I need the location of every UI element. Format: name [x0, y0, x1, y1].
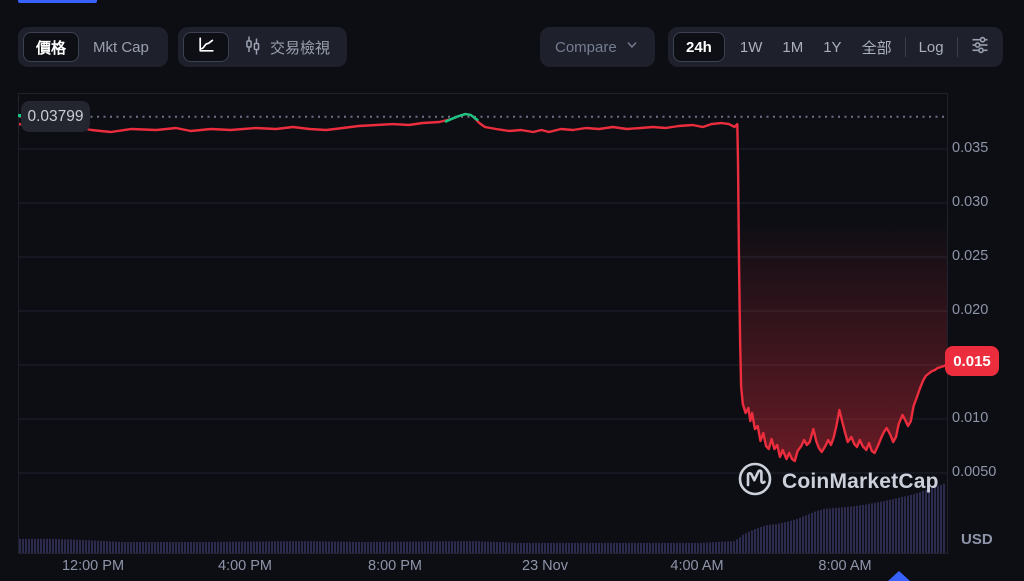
range-1m-button[interactable]: 1M	[772, 32, 813, 62]
volume-bars	[19, 483, 945, 553]
chart-type-toggle: 交易檢視	[178, 27, 348, 67]
open-price-label: 0.03799	[21, 101, 90, 132]
mktcap-toggle-label: Mkt Cap	[93, 38, 149, 56]
y-axis-label: 0.010	[952, 410, 989, 426]
toolbar-divider	[904, 37, 906, 57]
chevron-down-icon	[624, 37, 640, 57]
log-scale-label: Log	[918, 38, 944, 56]
coinmarketcap-watermark: CoinMarketCap	[737, 461, 939, 502]
x-axis-label: 8:00 AM	[818, 558, 872, 574]
x-axis-label: 4:00 AM	[670, 558, 724, 574]
log-scale-button[interactable]: Log	[909, 32, 954, 62]
line-chart-button[interactable]	[183, 32, 229, 62]
time-range-group: 24h 1W 1M 1Y 全部 Log	[668, 27, 1003, 67]
compare-button[interactable]: Compare	[540, 27, 655, 67]
compare-label: Compare	[555, 38, 617, 56]
toolbar-divider	[956, 37, 958, 57]
range-1w-button[interactable]: 1W	[730, 32, 773, 62]
y-axis-label: 0.0050	[952, 464, 997, 480]
candlestick-icon	[243, 35, 262, 60]
open-price-tick	[18, 114, 22, 117]
trading-view-label: 交易檢視	[270, 39, 331, 57]
range-1y-label: 1Y	[823, 38, 842, 56]
x-axis-label: 4:00 PM	[218, 558, 272, 574]
price-mktcap-toggle: 價格 Mkt Cap	[18, 27, 168, 67]
y-axis-label: 0.025	[952, 248, 989, 264]
range-1y-button[interactable]: 1Y	[813, 32, 851, 62]
range-1w-label: 1W	[739, 38, 763, 56]
loss-glow-fill	[737, 124, 947, 461]
y-axis-label: 0.030	[952, 194, 989, 210]
x-axis-label: 12:00 PM	[61, 558, 125, 574]
chart-settings-button[interactable]	[961, 32, 998, 62]
range-24h-label: 24h	[686, 38, 712, 56]
coinmarketcap-logo-icon	[737, 461, 773, 502]
last-price-badge: 0.015	[945, 346, 999, 376]
x-axis-label: 23 Nov	[522, 558, 568, 574]
line-chart-icon	[196, 35, 216, 59]
price-toggle-button[interactable]: 價格	[23, 32, 80, 62]
coinmarketcap-wordmark: CoinMarketCap	[782, 469, 939, 493]
range-1m-label: 1M	[782, 38, 804, 56]
price-toggle-label: 價格	[36, 39, 67, 57]
range-all-button[interactable]: 全部	[852, 32, 902, 62]
sliders-icon	[970, 35, 990, 59]
open-price-value: 0.03799	[27, 107, 84, 125]
y-axis-unit: USD	[961, 531, 993, 548]
x-axis-label: 8:00 PM	[368, 558, 422, 574]
price-line-above-open	[444, 112, 479, 123]
last-price-value: 0.015	[953, 352, 991, 370]
y-axis-label: 0.035	[952, 140, 989, 156]
trading-view-button[interactable]: 交易檢視	[229, 32, 342, 62]
chart-canvas	[19, 112, 947, 553]
price-chart-plot[interactable]	[18, 93, 948, 554]
range-all-label: 全部	[861, 39, 892, 57]
top-accent-bar	[18, 0, 97, 3]
price-line	[19, 112, 947, 463]
event-marker-icon[interactable]	[888, 571, 910, 581]
range-24h-button[interactable]: 24h	[673, 32, 725, 62]
y-axis-label: 0.020	[952, 302, 989, 318]
mktcap-toggle-button[interactable]: Mkt Cap	[79, 32, 163, 62]
